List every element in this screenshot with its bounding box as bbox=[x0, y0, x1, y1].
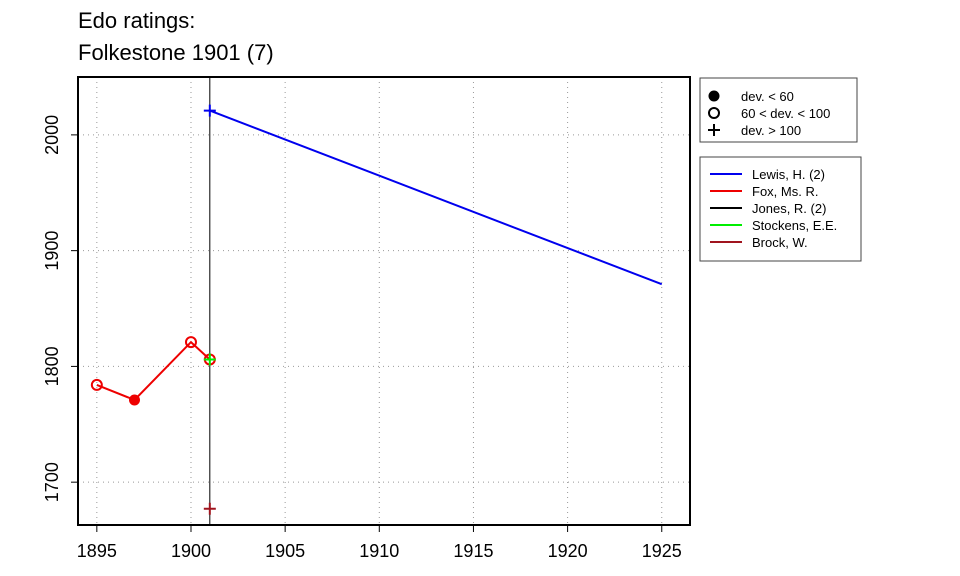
marker-legend-box bbox=[699, 77, 858, 143]
x-tick-label: 1920 bbox=[548, 541, 588, 561]
y-tick-label: 1800 bbox=[42, 346, 62, 386]
legend-marker bbox=[708, 90, 720, 102]
series-line bbox=[96, 340, 211, 402]
x-tick-label: 1905 bbox=[265, 541, 305, 561]
x-tick-label: 1895 bbox=[77, 541, 117, 561]
data-point bbox=[90, 378, 103, 391]
data-point bbox=[203, 353, 216, 366]
data-point bbox=[203, 502, 216, 515]
y-tick-label: 2000 bbox=[42, 115, 62, 155]
plot-frame bbox=[77, 76, 691, 526]
legend-series-label: Fox, Ms. R. bbox=[752, 184, 818, 199]
y-tick-label: 1700 bbox=[42, 462, 62, 502]
data-point bbox=[184, 336, 197, 349]
legend-series-label: Brock, W. bbox=[752, 235, 808, 250]
legend-marker bbox=[708, 124, 720, 136]
x-tick-label: 1900 bbox=[171, 541, 211, 561]
legend-label: 60 < dev. < 100 bbox=[741, 106, 830, 121]
legend-label: dev. < 60 bbox=[741, 89, 794, 104]
chart-title-line-1: Edo ratings: bbox=[78, 8, 196, 33]
legend-marker bbox=[708, 107, 720, 119]
x-tick-label: 1910 bbox=[359, 541, 399, 561]
series-line bbox=[209, 109, 663, 286]
legend-series-label: Jones, R. (2) bbox=[752, 201, 826, 216]
data-point bbox=[203, 104, 216, 117]
chart-title-line-2: Folkestone 1901 (7) bbox=[78, 40, 274, 65]
data-point bbox=[128, 394, 140, 406]
x-tick-label: 1915 bbox=[453, 541, 493, 561]
legend-series-label: Lewis, H. (2) bbox=[752, 167, 825, 182]
legend-label: dev. > 100 bbox=[741, 123, 801, 138]
legend-series-label: Stockens, E.E. bbox=[752, 218, 837, 233]
y-tick-label: 1900 bbox=[42, 231, 62, 271]
x-tick-label: 1925 bbox=[642, 541, 682, 561]
